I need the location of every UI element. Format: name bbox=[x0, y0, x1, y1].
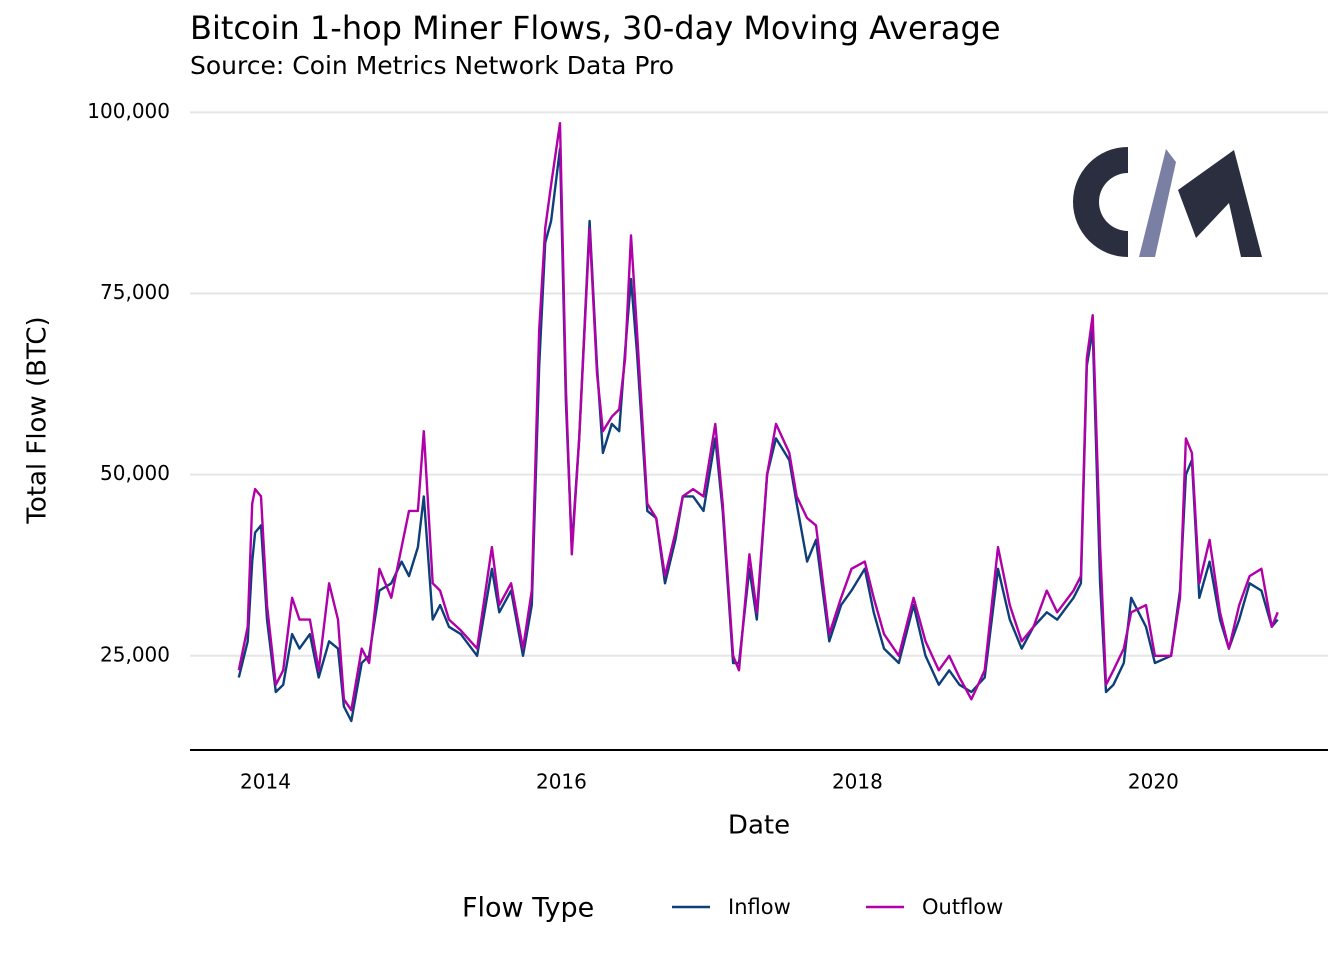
x-tick-label: 2020 bbox=[1128, 770, 1179, 794]
logo-slash bbox=[1139, 149, 1176, 257]
chart-subtitle: Source: Coin Metrics Network Data Pro bbox=[190, 51, 674, 80]
legend-title: Flow Type bbox=[462, 893, 594, 924]
legend-label: Inflow bbox=[728, 895, 791, 919]
y-tick-label: 100,000 bbox=[87, 99, 170, 123]
legend: Flow Type Inflow Outflow bbox=[462, 893, 1003, 924]
x-tick-label: 2014 bbox=[240, 770, 291, 794]
y-tick-label: 50,000 bbox=[100, 461, 170, 485]
chart-title: Bitcoin 1-hop Miner Flows, 30-day Moving… bbox=[190, 9, 1001, 47]
y-tick-label: 75,000 bbox=[100, 280, 170, 304]
logo-c bbox=[1073, 147, 1128, 257]
logo-m bbox=[1178, 150, 1262, 257]
x-tick-label: 2016 bbox=[536, 770, 587, 794]
y-axis-label: Total Flow (BTC) bbox=[23, 316, 53, 524]
y-tick-label: 25,000 bbox=[100, 642, 170, 666]
logo bbox=[1073, 147, 1262, 257]
x-axis-label: Date bbox=[728, 811, 790, 841]
series-line bbox=[237, 122, 1279, 712]
legend-label: Outflow bbox=[922, 895, 1003, 919]
x-tick-label: 2018 bbox=[832, 770, 883, 794]
